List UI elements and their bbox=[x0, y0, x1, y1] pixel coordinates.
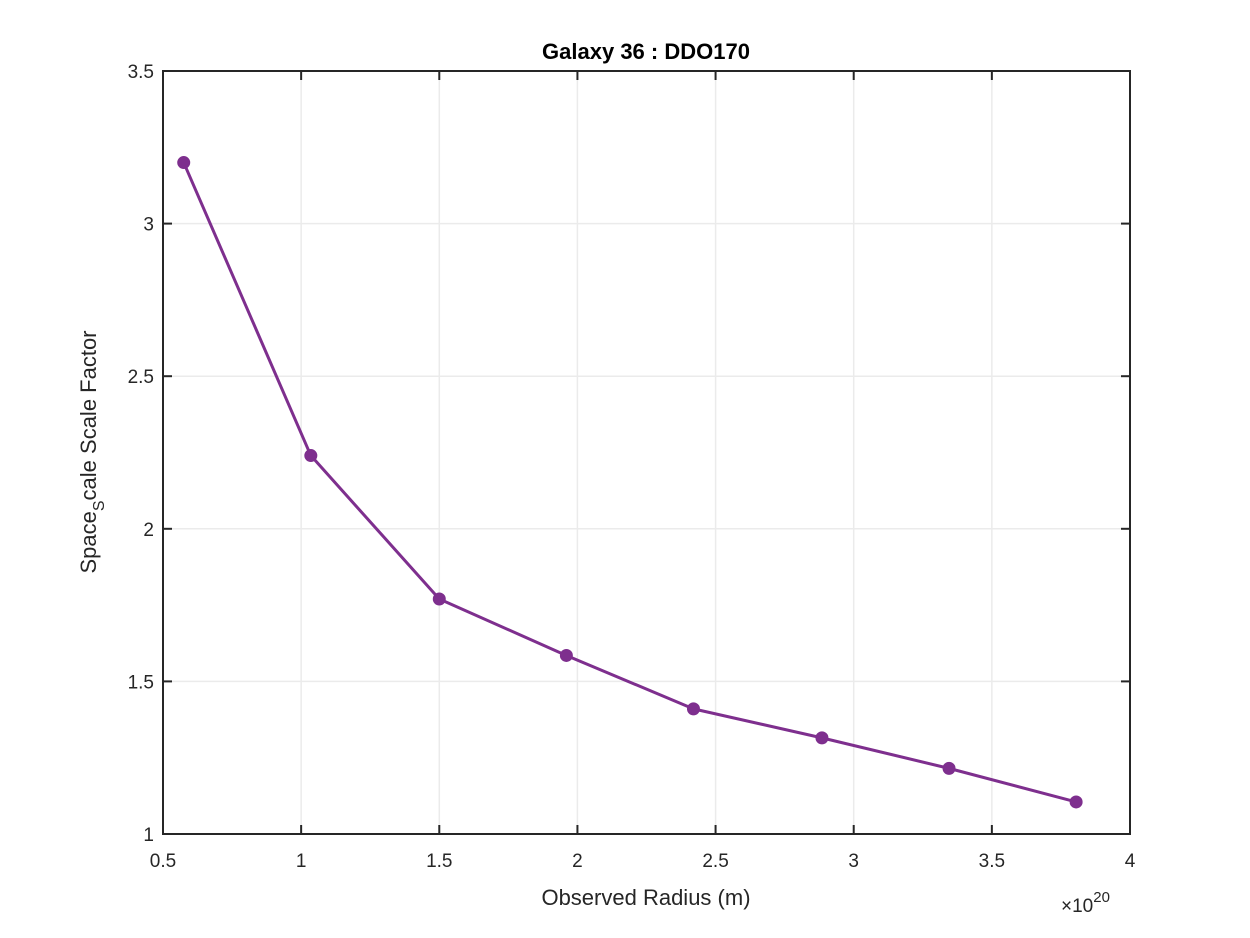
y-tick-label: 2 bbox=[143, 520, 154, 541]
data-point bbox=[686, 702, 700, 716]
data-point bbox=[304, 449, 318, 463]
axes-box bbox=[162, 70, 1131, 835]
series-layer bbox=[177, 156, 1083, 809]
y-axis-label-subscript: S bbox=[91, 500, 108, 511]
x-tick-label: 1.5 bbox=[426, 851, 452, 872]
y-tick-label: 3 bbox=[143, 215, 154, 236]
data-point bbox=[815, 731, 829, 745]
y-tick-labels: 1 1.5 2 2.5 3 3.5 bbox=[128, 62, 154, 846]
data-point bbox=[1069, 795, 1083, 809]
y-axis-label-rest: cale Scale Factor bbox=[76, 330, 101, 500]
data-point bbox=[432, 592, 446, 606]
y-tick-label: 3.5 bbox=[128, 62, 154, 83]
data-point bbox=[177, 156, 191, 170]
ticks bbox=[162, 70, 1131, 835]
chart-title: Galaxy 36 : DDO170 bbox=[542, 39, 750, 64]
data-point bbox=[942, 761, 956, 775]
y-axis-label: SpaceScale Scale Factor bbox=[76, 330, 108, 573]
x-exponent-prefix: ×10 bbox=[1061, 896, 1093, 917]
data-point bbox=[559, 648, 573, 662]
series-line bbox=[182, 161, 1077, 804]
x-exponent-label: ×1020 bbox=[1061, 889, 1110, 917]
x-tick-label: 2 bbox=[572, 851, 583, 872]
y-axis-label-main: Space bbox=[76, 511, 101, 573]
x-tick-labels: 0.5 1 1.5 2 2.5 3 3.5 4 bbox=[150, 851, 1136, 872]
y-tick-label: 1.5 bbox=[128, 672, 154, 693]
x-exponent-power: 20 bbox=[1093, 889, 1110, 906]
x-tick-label: 4 bbox=[1125, 851, 1136, 872]
y-tick-label: 1 bbox=[143, 825, 154, 846]
x-tick-label: 2.5 bbox=[702, 851, 728, 872]
x-tick-label: 1 bbox=[296, 851, 307, 872]
x-tick-label: 3.5 bbox=[979, 851, 1005, 872]
plot-area bbox=[163, 71, 1130, 834]
x-tick-label: 0.5 bbox=[150, 851, 176, 872]
x-tick-label: 3 bbox=[848, 851, 859, 872]
y-tick-label: 2.5 bbox=[128, 367, 154, 388]
x-axis-label: Observed Radius (m) bbox=[541, 885, 750, 910]
